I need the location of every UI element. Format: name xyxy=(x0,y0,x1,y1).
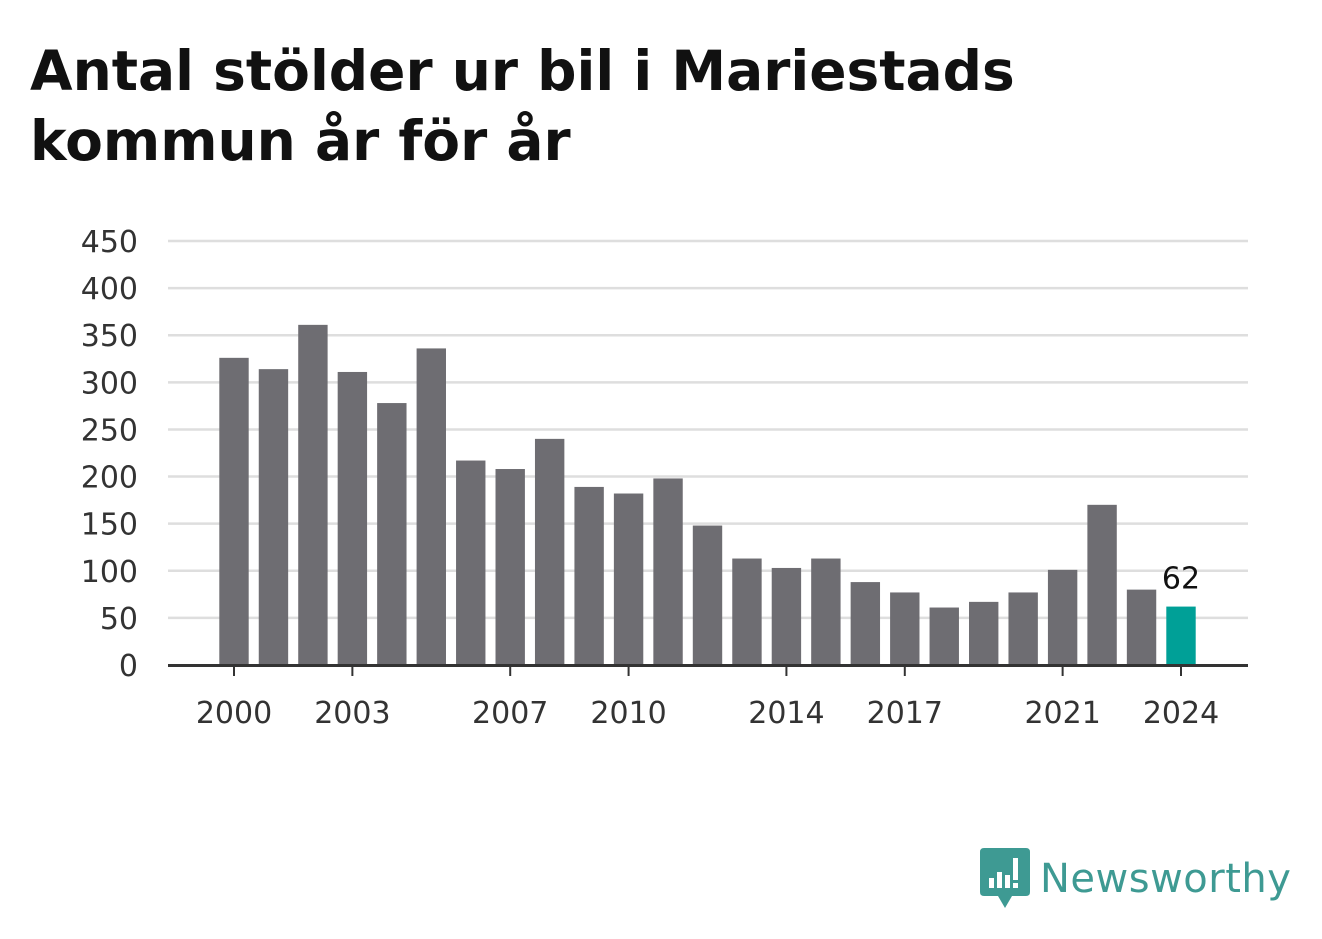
y-tick-label: 300 xyxy=(81,366,138,401)
bar-2023 xyxy=(1126,589,1157,665)
x-tick-label: 2021 xyxy=(1024,696,1100,731)
bar-2012 xyxy=(692,525,723,665)
bar-2003 xyxy=(337,371,368,665)
x-tick-label: 2014 xyxy=(748,696,824,731)
y-tick-label: 250 xyxy=(81,413,138,448)
bar-2006 xyxy=(456,460,486,665)
bar-2021 xyxy=(1047,569,1078,665)
newsworthy-logo-text: Newsworthy xyxy=(1040,856,1292,902)
x-tick-label: 2024 xyxy=(1143,696,1219,731)
bar-2004 xyxy=(377,403,407,665)
bar-2018 xyxy=(929,607,959,665)
x-tick-label: 2010 xyxy=(590,696,666,731)
bar-2015 xyxy=(811,558,841,665)
x-tick-label: 2000 xyxy=(196,696,272,731)
y-tick-label: 50 xyxy=(100,602,138,637)
x-tick-label: 2007 xyxy=(472,696,548,731)
x-axis xyxy=(168,664,1248,676)
y-tick-label: 0 xyxy=(119,649,138,684)
newsworthy-logo-icon xyxy=(980,848,1030,908)
y-tick-label: 100 xyxy=(81,555,138,590)
bar-2016 xyxy=(850,582,881,665)
bars xyxy=(219,324,1196,665)
bar-2008 xyxy=(534,438,565,665)
x-tick-label: 2003 xyxy=(314,696,390,731)
x-axis-tick-labels: 2000 2003 2007 2010 2014 2017 2021 2024 xyxy=(196,696,1219,731)
data-label-2024: 62 xyxy=(1162,562,1200,597)
bar-2009 xyxy=(574,486,604,665)
chart-title: Antal stölder ur bil i Mariestads kommun… xyxy=(30,39,1015,173)
bar-2010 xyxy=(613,493,644,665)
bar-2001 xyxy=(258,369,289,665)
y-tick-label: 400 xyxy=(81,272,138,307)
bar-2007 xyxy=(495,469,525,665)
y-tick-label: 200 xyxy=(81,461,138,496)
y-tick-label: 350 xyxy=(81,319,138,354)
y-tick-label: 450 xyxy=(81,225,138,260)
newsworthy-logo: Newsworthy xyxy=(980,848,1291,910)
y-tick-label: 150 xyxy=(81,508,138,543)
bar-chart: 0 50 100 150 200 250 300 350 400 450 2000 2003 2007… xyxy=(81,225,1248,731)
bar-2002 xyxy=(298,324,328,665)
bar-2013 xyxy=(732,558,762,665)
bar-2011 xyxy=(653,478,683,665)
bar-2000 xyxy=(219,357,249,665)
bar-2005 xyxy=(416,348,446,665)
bar-2017 xyxy=(890,592,920,665)
bar-2014 xyxy=(771,567,802,665)
bar-2022 xyxy=(1087,504,1117,665)
bar-2019 xyxy=(969,601,999,665)
x-tick-label: 2017 xyxy=(867,696,943,731)
annotations: 62 xyxy=(1162,562,1200,597)
bar-2020 xyxy=(1008,592,1038,665)
bar-2024 xyxy=(1166,606,1196,665)
y-axis-tick-labels: 0 50 100 150 200 250 300 350 400 450 xyxy=(81,225,138,684)
